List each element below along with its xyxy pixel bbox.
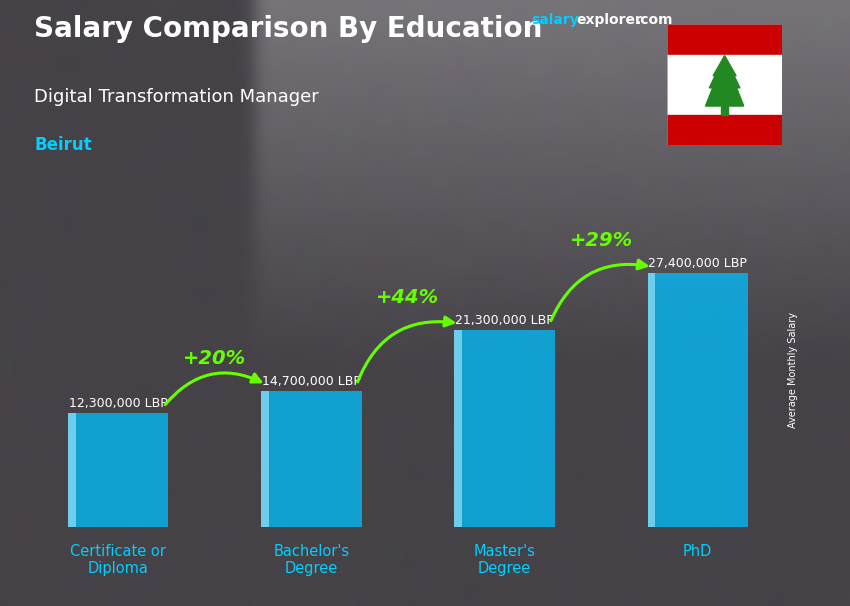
Text: 21,300,000 LBP: 21,300,000 LBP: [456, 314, 554, 327]
Polygon shape: [706, 58, 744, 106]
Bar: [455, 330, 555, 527]
Text: salary: salary: [531, 13, 579, 27]
Text: 27,400,000 LBP: 27,400,000 LBP: [649, 258, 747, 270]
Text: +44%: +44%: [377, 288, 439, 307]
Bar: [261, 391, 269, 527]
Text: explorer: explorer: [576, 13, 643, 27]
Bar: [455, 330, 462, 527]
Text: +29%: +29%: [570, 231, 632, 250]
Bar: [261, 391, 361, 527]
Bar: [68, 413, 168, 527]
Text: Salary Comparison By Education: Salary Comparison By Education: [34, 15, 542, 43]
Text: 12,300,000 LBP: 12,300,000 LBP: [69, 398, 167, 410]
Text: +20%: +20%: [184, 349, 246, 368]
Text: 14,700,000 LBP: 14,700,000 LBP: [262, 375, 361, 388]
Polygon shape: [709, 56, 740, 88]
Bar: [721, 103, 728, 115]
Bar: [68, 413, 76, 527]
Bar: [648, 273, 655, 527]
Y-axis label: Average Monthly Salary: Average Monthly Salary: [788, 311, 798, 428]
Text: .com: .com: [636, 13, 673, 27]
Bar: [667, 24, 782, 55]
Text: Beirut: Beirut: [34, 136, 92, 155]
Bar: [648, 273, 748, 527]
Polygon shape: [713, 56, 736, 76]
Text: Digital Transformation Manager: Digital Transformation Manager: [34, 88, 319, 106]
Bar: [667, 55, 782, 115]
Bar: [667, 115, 782, 145]
